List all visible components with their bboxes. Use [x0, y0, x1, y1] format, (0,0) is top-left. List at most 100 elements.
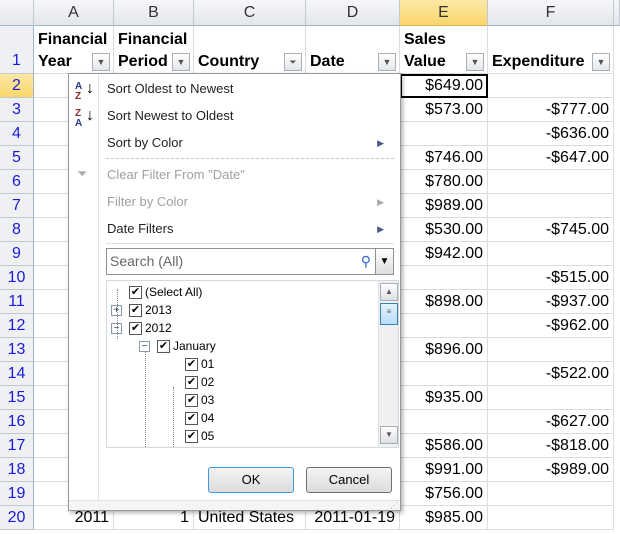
checkbox[interactable]: ✔ [129, 304, 142, 318]
scroll-down-button[interactable]: ▼ [380, 426, 398, 444]
cell-E17[interactable]: $586.00 [400, 434, 488, 458]
cell-F16[interactable]: -$627.00 [488, 410, 614, 434]
column-header-F[interactable]: F [488, 0, 614, 26]
checkbox[interactable]: ✔ [185, 394, 198, 408]
cell-F11[interactable]: -$937.00 [488, 290, 614, 314]
cell-F15[interactable] [488, 386, 614, 410]
select-all-corner[interactable] [0, 0, 34, 26]
cell-E11[interactable]: $898.00 [400, 290, 488, 314]
collapse-icon[interactable]: − [111, 323, 122, 334]
tree-scrollbar[interactable]: ▲ ≡ ▼ [378, 281, 398, 447]
cell-F8[interactable]: -$745.00 [488, 218, 614, 242]
header-cell-F[interactable]: Expenditure [488, 26, 614, 74]
cell-E9[interactable]: $942.00 [400, 242, 488, 266]
cell-F3[interactable]: -$777.00 [488, 98, 614, 122]
cell-F6[interactable] [488, 170, 614, 194]
cell-F2[interactable] [488, 74, 614, 98]
search-input[interactable]: Search (All) ⚲ ▼ [106, 248, 394, 275]
cell-F14[interactable]: -$522.00 [488, 362, 614, 386]
checkbox[interactable]: ✔ [157, 340, 170, 354]
cell-F18[interactable]: -$989.00 [488, 458, 614, 482]
checkbox[interactable]: ✔ [129, 322, 142, 336]
row-header-1[interactable]: 1 [0, 26, 34, 74]
row-header-19[interactable]: 19 [0, 482, 34, 506]
row-header-4[interactable]: 4 [0, 122, 34, 146]
row-header-11[interactable]: 11 [0, 290, 34, 314]
cell-F10[interactable]: -$515.00 [488, 266, 614, 290]
checkbox[interactable]: ✔ [185, 412, 198, 426]
row-header-5[interactable]: 5 [0, 146, 34, 170]
row-header-3[interactable]: 3 [0, 98, 34, 122]
cell-F12[interactable]: -$962.00 [488, 314, 614, 338]
cell-D20[interactable]: 2011-01-19 [306, 506, 400, 530]
column-header-C[interactable]: C [194, 0, 306, 26]
cell-E10[interactable] [400, 266, 488, 290]
row-header-15[interactable]: 15 [0, 386, 34, 410]
filter-dropdown-button-B[interactable]: ▼ [172, 53, 190, 71]
checkbox[interactable]: ✔ [185, 376, 198, 390]
cancel-button[interactable]: Cancel [306, 467, 392, 493]
menu-sort-oldest-to-newest[interactable]: Sort Oldest to Newest [107, 77, 392, 101]
row-header-2[interactable]: 2 [0, 74, 34, 98]
tree-item[interactable]: ✔ 04 [185, 409, 214, 427]
row-header-12[interactable]: 12 [0, 314, 34, 338]
menu-sort-newest-to-oldest[interactable]: Sort Newest to Oldest [107, 104, 392, 128]
cell-F20[interactable] [488, 506, 614, 530]
filter-dropdown-button-F[interactable]: ▼ [592, 53, 610, 71]
cell-E14[interactable] [400, 362, 488, 386]
header-cell-B[interactable]: Financial Period [114, 26, 194, 74]
cell-F7[interactable] [488, 194, 614, 218]
cell-F17[interactable]: -$818.00 [488, 434, 614, 458]
cell-E3[interactable]: $573.00 [400, 98, 488, 122]
menu-date-filters[interactable]: Date Filters ▶ [107, 217, 392, 241]
cell-F19[interactable] [488, 482, 614, 506]
row-header-20[interactable]: 20 [0, 506, 34, 530]
resize-bar[interactable]: ⋰ [69, 500, 400, 510]
cell-E5[interactable]: $746.00 [400, 146, 488, 170]
cell-E19[interactable]: $756.00 [400, 482, 488, 506]
row-header-16[interactable]: 16 [0, 410, 34, 434]
tree-item[interactable]: ✔ January [157, 337, 216, 355]
cell-E2[interactable]: $649.00 [400, 74, 488, 98]
cell-E18[interactable]: $991.00 [400, 458, 488, 482]
row-header-6[interactable]: 6 [0, 170, 34, 194]
row-header-8[interactable]: 8 [0, 218, 34, 242]
tree-item[interactable]: ✔ 01 [185, 355, 214, 373]
cell-F13[interactable] [488, 338, 614, 362]
cell-F4[interactable]: -$636.00 [488, 122, 614, 146]
tree-item[interactable]: ✔ 2012 [129, 319, 172, 337]
collapse-icon[interactable]: − [139, 341, 150, 352]
cell-E15[interactable]: $935.00 [400, 386, 488, 410]
ok-button[interactable]: OK [208, 467, 294, 493]
cell-E16[interactable] [400, 410, 488, 434]
cell-F5[interactable]: -$647.00 [488, 146, 614, 170]
expand-icon[interactable]: + [111, 305, 122, 316]
tree-item[interactable] [185, 445, 201, 447]
cell-F9[interactable] [488, 242, 614, 266]
resize-grip-icon[interactable]: ⋰ [390, 501, 398, 510]
cell-A20[interactable]: 2011 [34, 506, 114, 530]
cell-B20[interactable]: 1 [114, 506, 194, 530]
row-header-17[interactable]: 17 [0, 434, 34, 458]
filter-dropdown-button-E[interactable]: ▼ [466, 53, 484, 71]
tree-item[interactable]: ✔ 03 [185, 391, 214, 409]
header-cell-E[interactable]: Sales Value [400, 26, 488, 74]
row-header-9[interactable]: 9 [0, 242, 34, 266]
row-header-18[interactable]: 18 [0, 458, 34, 482]
search-dropdown-button[interactable]: ▼ [375, 249, 393, 274]
scroll-thumb[interactable]: ≡ [380, 303, 398, 325]
tree-item[interactable]: ✔ 2013 [129, 301, 172, 319]
checkbox[interactable]: ✔ [185, 430, 198, 444]
filter-dropdown-button-A[interactable]: ▼ [92, 53, 110, 71]
row-header-7[interactable]: 7 [0, 194, 34, 218]
row-header-13[interactable]: 13 [0, 338, 34, 362]
cell-E8[interactable]: $530.00 [400, 218, 488, 242]
tree-item[interactable]: ✔ 05 [185, 427, 214, 445]
checkbox[interactable]: ✔ [185, 358, 198, 372]
cell-E6[interactable]: $780.00 [400, 170, 488, 194]
checkbox[interactable]: ✔ [129, 286, 142, 300]
cell-C20[interactable]: United States [194, 506, 306, 530]
column-header-A[interactable]: A [34, 0, 114, 26]
row-header-10[interactable]: 10 [0, 266, 34, 290]
column-header-D[interactable]: D [306, 0, 400, 26]
